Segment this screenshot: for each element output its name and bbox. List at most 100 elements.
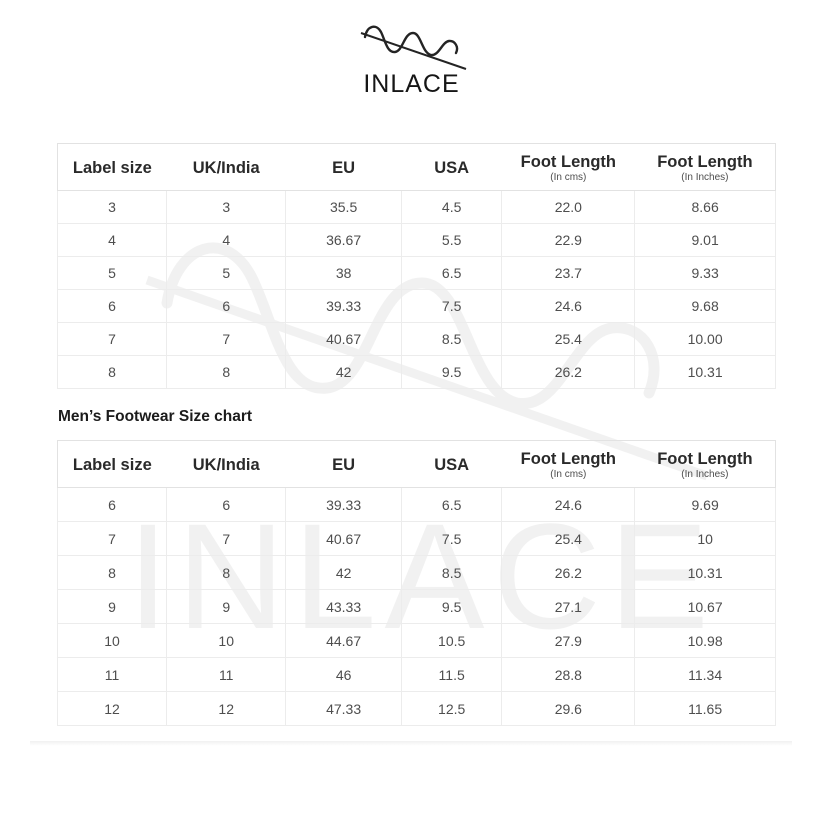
table-cell: 9.5	[400, 589, 503, 624]
table-row: 7 7 40.67 8.5 25.4 10.00	[56, 322, 776, 356]
table-cell: 10.00	[634, 322, 776, 356]
table-cell: 7.5	[400, 521, 503, 556]
table-cell: 39.33	[285, 487, 402, 522]
table-cell: 27.1	[501, 589, 636, 624]
header-row: Label size UK/India EU USA Foot Length (In cm…	[57, 440, 776, 488]
brand-name: INLACE	[363, 70, 460, 98]
womens-size-chart-table: Label size UK/India EU USA Foot Length (In cm…	[56, 143, 776, 389]
table-cell: 8	[166, 555, 287, 590]
header-row: Label size UK/India EU USA Foot Length (In cm…	[57, 143, 776, 191]
table-cell: 40.67	[285, 322, 402, 356]
table-cell: 42	[285, 355, 402, 389]
table-cell: 23.7	[501, 256, 636, 290]
column-header: EU	[285, 143, 402, 191]
table-cell: 26.2	[501, 555, 636, 590]
table-cell: 8	[56, 355, 168, 389]
table-row: 11 11 46 11.5 28.8 11.34	[56, 657, 776, 692]
table-cell: 9.01	[634, 223, 776, 257]
table-cell: 8	[56, 555, 168, 590]
table-cell: 4.5	[400, 190, 503, 224]
table-cell: 11.34	[634, 657, 776, 692]
table-cell: 10.98	[634, 623, 776, 658]
column-header: USA	[401, 440, 502, 488]
column-header-subtext: (In cms)	[550, 171, 587, 183]
table-row: 3 3 35.5 4.5 22.0 8.66	[56, 190, 776, 224]
table-cell: 24.6	[501, 487, 636, 522]
column-header-subtext: (In Inches)	[681, 171, 729, 183]
mens-size-chart-title: Men’s Footwear Size chart	[58, 408, 253, 425]
column-header-subtext: (In Inches)	[681, 468, 729, 480]
table-row: 9 9 43.33 9.5 27.1 10.67	[56, 589, 776, 624]
table-cell: 36.67	[285, 223, 402, 257]
table-bottom-shadow	[30, 741, 792, 746]
table-cell: 11	[166, 657, 287, 692]
table-cell: 25.4	[501, 322, 636, 356]
table-cell: 11.65	[634, 691, 776, 726]
table-cell: 5	[56, 256, 168, 290]
table-row: 8 8 42 8.5 26.2 10.31	[56, 555, 776, 590]
table-cell: 6	[166, 289, 287, 323]
column-header: Label size	[57, 143, 167, 191]
table-cell: 6	[56, 289, 168, 323]
table-cell: 8	[166, 355, 287, 389]
column-header: EU	[285, 440, 402, 488]
table-cell: 12	[56, 691, 168, 726]
table-cell: 12.5	[400, 691, 503, 726]
table-cell: 7	[166, 322, 287, 356]
table-cell: 7	[56, 322, 168, 356]
table-row: 8 8 42 9.5 26.2 10.31	[56, 355, 776, 389]
mens-size-chart-section: Men’s Footwear Size chart Label size UK/I…	[56, 407, 776, 726]
table-cell: 6	[56, 487, 168, 522]
mens-size-chart-table: Label size UK/India EU USA Foot Length (In cm…	[56, 440, 776, 726]
table-cell: 10	[56, 623, 168, 658]
table-row: 4 4 36.67 5.5 22.9 9.01	[56, 223, 776, 257]
table-cell: 40.67	[285, 521, 402, 556]
table-cell: 42	[285, 555, 402, 590]
table-cell: 4	[166, 223, 287, 257]
table-cell: 6	[166, 487, 287, 522]
table-cell: 5.5	[400, 223, 503, 257]
table-cell: 28.8	[501, 657, 636, 692]
table-cell: 26.2	[501, 355, 636, 389]
table-cell: 10.31	[634, 355, 776, 389]
table-cell: 10	[166, 623, 287, 658]
table-row: 12 12 47.33 12.5 29.6 11.65	[56, 691, 776, 726]
table-cell: 46	[285, 657, 402, 692]
wave-scribble-icon	[360, 25, 466, 70]
table-cell: 10.67	[634, 589, 776, 624]
table-cell: 27.9	[501, 623, 636, 658]
table-cell: 43.33	[285, 589, 402, 624]
column-header: UK/India	[166, 440, 286, 488]
table-cell: 9.5	[400, 355, 503, 389]
table-row: 7 7 40.67 7.5 25.4 10	[56, 521, 776, 556]
table-cell: 12	[166, 691, 287, 726]
table-cell: 9	[166, 589, 287, 624]
table-row: 6 6 39.33 7.5 24.6 9.68	[56, 289, 776, 323]
table-cell: 22.0	[501, 190, 636, 224]
table-cell: 24.6	[501, 289, 636, 323]
table-cell: 10.5	[400, 623, 503, 658]
column-header: Foot Length (In Inches)	[634, 440, 776, 488]
table-cell: 5	[166, 256, 287, 290]
table-row: 6 6 39.33 6.5 24.6 9.69	[56, 487, 776, 522]
table-cell: 9.69	[634, 487, 776, 522]
column-header: Foot Length (In Inches)	[634, 143, 776, 191]
brand-logo: INLACE	[0, 20, 823, 97]
table-cell: 7	[56, 521, 168, 556]
table-cell: 11	[56, 657, 168, 692]
table-cell: 9.68	[634, 289, 776, 323]
column-header: Foot Length (In cms)	[501, 440, 635, 488]
table-cell: 29.6	[501, 691, 636, 726]
column-header: USA	[401, 143, 502, 191]
table-cell: 7	[166, 521, 287, 556]
table-row: 10 10 44.67 10.5 27.9 10.98	[56, 623, 776, 658]
table-cell: 10	[634, 521, 776, 556]
table-cell: 6.5	[400, 256, 503, 290]
womens-size-chart-section: Label size UK/India EU USA Foot Length (In cm…	[56, 143, 776, 389]
table-row: 5 5 38 6.5 23.7 9.33	[56, 256, 776, 290]
table-cell: 38	[285, 256, 402, 290]
table-cell: 3	[166, 190, 287, 224]
table-cell: 25.4	[501, 521, 636, 556]
table-cell: 22.9	[501, 223, 636, 257]
table-cell: 9.33	[634, 256, 776, 290]
